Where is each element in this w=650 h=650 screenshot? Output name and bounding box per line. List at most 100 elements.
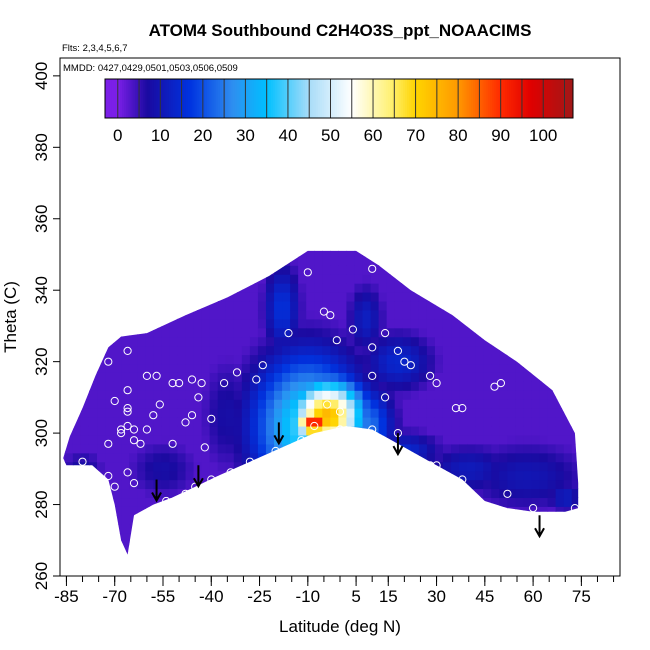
heatmap-cell-690 bbox=[201, 506, 211, 516]
heatmap-cell-834 bbox=[226, 238, 235, 248]
heatmap-cell-844 bbox=[233, 488, 243, 499]
heatmap-cell-2343 bbox=[547, 336, 557, 347]
heatmap-cell-271 bbox=[113, 515, 122, 525]
heatmap-cell-2096 bbox=[499, 506, 508, 516]
heatmap-cell-1132 bbox=[290, 291, 299, 302]
heatmap-cell-1140 bbox=[298, 560, 307, 570]
heatmap-cell-2508 bbox=[588, 560, 597, 570]
heatmap-cell-510 bbox=[161, 417, 171, 427]
heatmap-cell-997 bbox=[265, 479, 275, 490]
heatmap-cell-477 bbox=[153, 372, 162, 382]
heatmap-cell-1514 bbox=[370, 274, 380, 284]
heatmap-cell-1236 bbox=[314, 381, 323, 391]
colorbar-segment-110 bbox=[339, 79, 342, 118]
heatmap-cell-2488 bbox=[580, 399, 589, 409]
y-tick-label: 380 bbox=[32, 133, 51, 161]
heatmap-cell-2453 bbox=[571, 372, 579, 382]
heatmap-cell-193 bbox=[97, 533, 106, 543]
heatmap-cell-1073 bbox=[282, 479, 291, 490]
heatmap-cell-1593 bbox=[386, 250, 396, 257]
heatmap-cell-2536 bbox=[588, 310, 597, 320]
heatmap-cell-2011 bbox=[475, 250, 484, 257]
heatmap-cell-1639 bbox=[402, 515, 412, 525]
heatmap-cell-1213 bbox=[306, 250, 315, 257]
heatmap-cell-273 bbox=[113, 497, 122, 507]
heatmap-cell-138 bbox=[80, 345, 90, 356]
heatmap-cell-214 bbox=[97, 345, 106, 356]
heatmap-cell-272 bbox=[113, 506, 122, 516]
heatmap-cell-2119 bbox=[499, 300, 508, 311]
heatmap-cell-2390 bbox=[555, 256, 565, 266]
colorbar-segment-101 bbox=[319, 79, 323, 118]
heatmap-cell-2395 bbox=[563, 550, 573, 555]
heatmap-cell-2333 bbox=[547, 425, 557, 436]
heatmap-cell-1139 bbox=[290, 229, 299, 239]
heatmap-cell-1417 bbox=[354, 461, 364, 472]
heatmap-cell-1248 bbox=[314, 274, 323, 284]
heatmap-cell-252 bbox=[105, 345, 114, 356]
heatmap-cell-2196 bbox=[515, 291, 525, 302]
heatmap-cell-2374 bbox=[555, 399, 565, 409]
heatmap-cell-1997 bbox=[475, 372, 484, 382]
heatmap-cell-1315 bbox=[330, 354, 339, 365]
colorbar-segment-216 bbox=[564, 79, 568, 118]
heatmap-cell-1826 bbox=[442, 542, 452, 552]
heatmap-cell-2056 bbox=[491, 524, 500, 534]
heatmap-cell-1117 bbox=[290, 425, 299, 436]
heatmap-cell-355 bbox=[129, 443, 138, 454]
heatmap-cell-1015 bbox=[265, 318, 275, 329]
heatmap-cell-559 bbox=[169, 318, 179, 329]
heatmap-cell-2076 bbox=[491, 345, 500, 356]
heatmap-cell-1084 bbox=[282, 381, 291, 391]
heatmap-cell-210 bbox=[97, 381, 106, 391]
heatmap-cell-1231 bbox=[314, 425, 323, 436]
heatmap-cell-100 bbox=[72, 345, 82, 356]
heatmap-cell-602 bbox=[177, 274, 187, 284]
heatmap-cell-1782 bbox=[426, 256, 436, 266]
heatmap-cell-1881 bbox=[451, 390, 460, 400]
heatmap-cell-378 bbox=[129, 238, 138, 248]
heatmap-cell-1708 bbox=[411, 238, 420, 248]
heatmap-cell-2607 bbox=[604, 355, 613, 365]
heatmap-cell-1173 bbox=[298, 265, 307, 275]
heatmap-cell-2557 bbox=[596, 462, 605, 472]
heatmap-cell-2087 bbox=[491, 250, 500, 257]
heatmap-cell-2022 bbox=[483, 488, 492, 499]
heatmap-cell-318 bbox=[121, 434, 130, 445]
heatmap-cell-2224 bbox=[523, 381, 533, 391]
heatmap-cell-809 bbox=[225, 461, 235, 472]
heatmap-cell-1787 bbox=[434, 550, 444, 555]
heatmap-cell-1794 bbox=[434, 488, 444, 499]
heatmap-cell-2555 bbox=[596, 480, 605, 490]
colorbar-segment-152 bbox=[428, 79, 431, 118]
heatmap-cell-1460 bbox=[362, 417, 372, 427]
heatmap-cell-887 bbox=[241, 443, 251, 454]
heatmap-cell-2579 bbox=[596, 265, 605, 275]
heatmap-cell-2633 bbox=[612, 462, 621, 472]
heatmap-cell-1851 bbox=[442, 318, 452, 329]
heatmap-cell-1152 bbox=[298, 452, 307, 463]
heatmap-cell-1403 bbox=[346, 250, 356, 257]
heatmap-cell-942 bbox=[249, 291, 259, 302]
heatmap-cell-835 bbox=[226, 229, 235, 239]
heatmap-cell-134 bbox=[80, 381, 90, 391]
x-tick-label: 15 bbox=[379, 587, 398, 606]
heatmap-cell-2450 bbox=[571, 399, 579, 409]
heatmap-cell-1675 bbox=[410, 533, 420, 543]
sample-point-53 bbox=[368, 343, 377, 352]
heatmap-cell-2189 bbox=[515, 354, 525, 365]
heatmap-cell-1558 bbox=[387, 560, 396, 570]
heatmap-cell-363 bbox=[129, 372, 138, 382]
heatmap-cell-1330 bbox=[338, 560, 347, 570]
heatmap-cell-2471 bbox=[580, 551, 589, 561]
heatmap-cell-2626 bbox=[612, 524, 621, 534]
colorbar-segment-170 bbox=[466, 79, 470, 118]
heatmap-cell-1264 bbox=[322, 470, 331, 481]
heatmap-cell-677 bbox=[193, 283, 203, 293]
colorbar-segment-171 bbox=[468, 79, 472, 118]
colorbar-segment-32 bbox=[173, 79, 176, 118]
heatmap-cell-1441 bbox=[354, 250, 364, 257]
heatmap-cell-782 bbox=[217, 363, 227, 373]
heatmap-cell-26 bbox=[63, 327, 66, 338]
